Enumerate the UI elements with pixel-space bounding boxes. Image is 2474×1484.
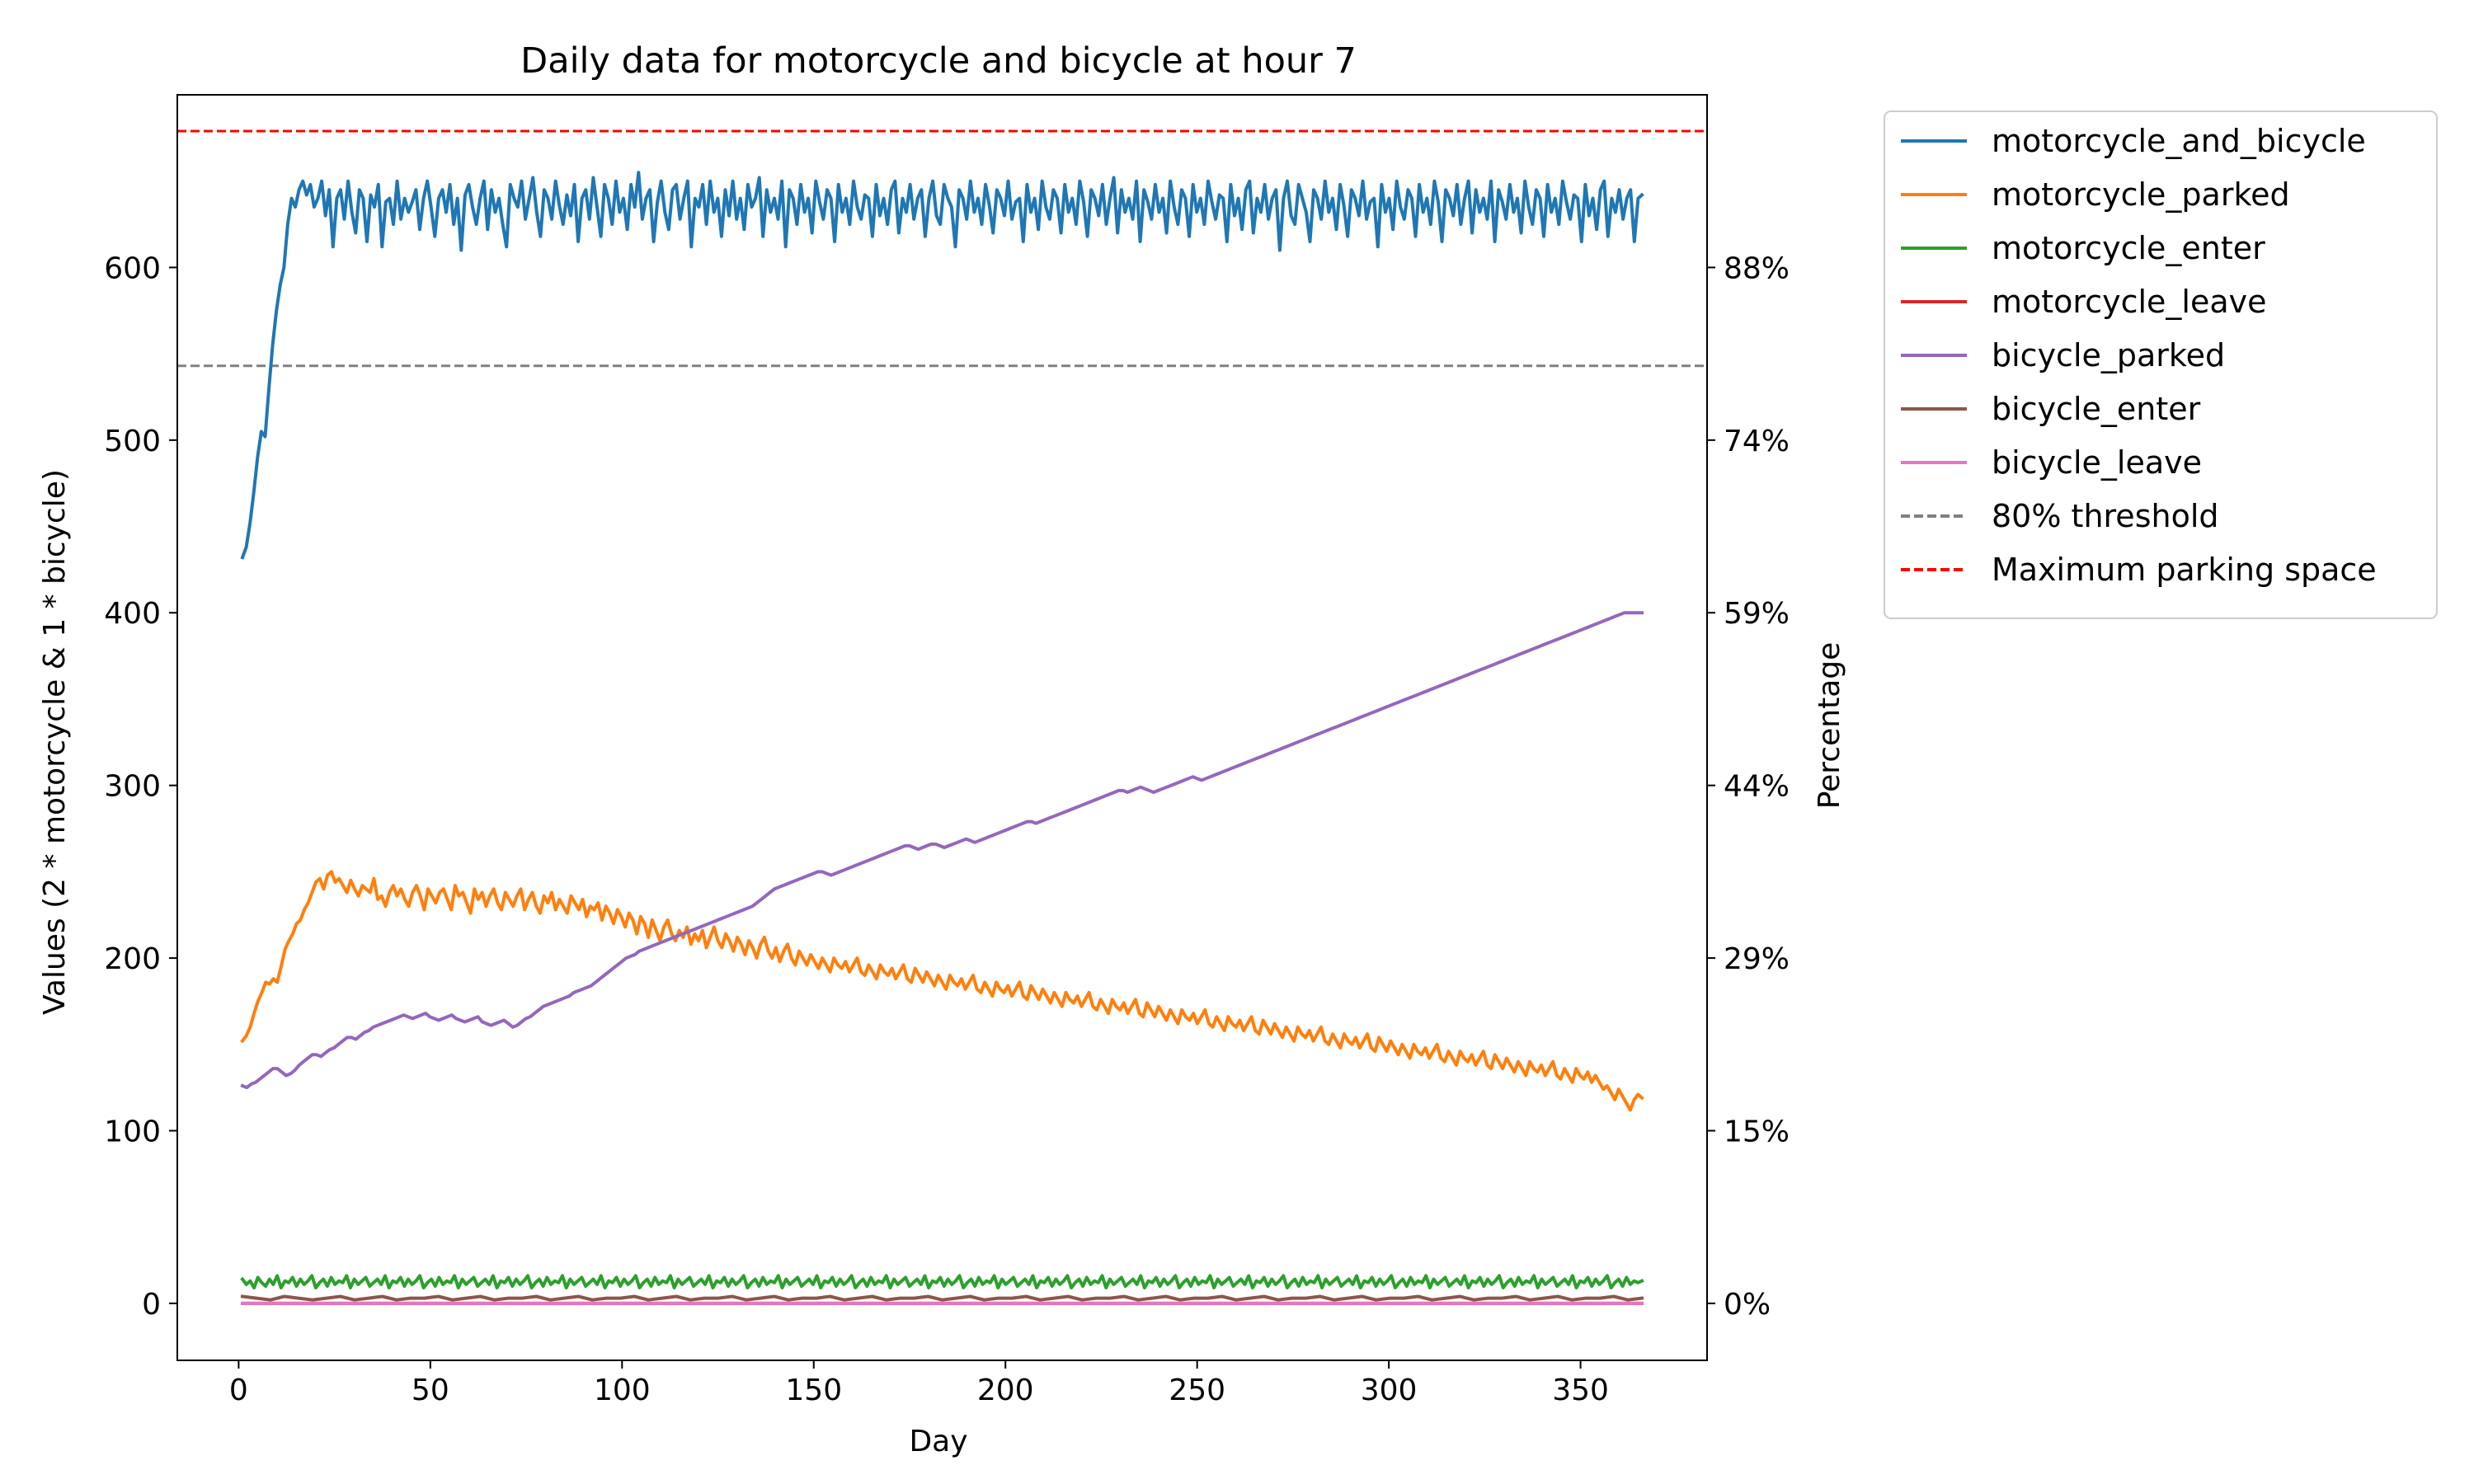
y-axis-title: Values (2 * motorcycle & 1 * bicycle) — [38, 469, 72, 1015]
y-tick-label: 200 — [104, 942, 161, 976]
plot-area: 0 50 100 150 200 250 300 350 0 100 200 300 400 500 600… — [104, 94, 1790, 1407]
y-tick-label: 400 — [104, 597, 161, 631]
y-tick-label: 0 — [142, 1288, 161, 1322]
legend-label-2: motorcycle_parked — [1992, 176, 2290, 213]
legend-label-7: bicycle_leave — [1992, 444, 2202, 481]
x-tick-label: 150 — [785, 1374, 842, 1407]
right-tick-label: 59% — [1724, 597, 1790, 631]
plot-frame — [176, 94, 1708, 1361]
x-tick-label: 100 — [594, 1374, 651, 1407]
legend-label-5: bicycle_parked — [1992, 337, 2225, 373]
series-line-bicycle-parked — [240, 611, 1644, 1090]
x-tick-label: 200 — [977, 1374, 1034, 1407]
y-tick-label: 300 — [104, 770, 161, 804]
right-tick-label: 44% — [1724, 770, 1790, 804]
right-tick-label: 0% — [1724, 1288, 1771, 1322]
y-tick-label: 500 — [104, 425, 161, 458]
y-tick-label: 600 — [104, 251, 161, 285]
right-tick-label: 74% — [1724, 425, 1790, 458]
y-tick-label: 100 — [104, 1115, 161, 1148]
legend-label-9: Maximum parking space — [1992, 552, 2377, 588]
series-line-motorcycle-and-bicycle — [240, 171, 1644, 560]
legend-label-1: motorcycle_and_bicycle — [1992, 123, 2366, 159]
legend: motorcycle_and_bicycle motorcycle_parkedm… — [1884, 110, 2438, 619]
right-tick-label: 88% — [1724, 251, 1790, 285]
right-tick-label: 15% — [1724, 1115, 1790, 1148]
x-tick-label: 0 — [229, 1374, 248, 1407]
x-axis-title: Day — [909, 1425, 967, 1458]
right-axis-title: Percentage — [1813, 642, 1846, 810]
legend-label-6: bicycle_enter — [1992, 391, 2201, 427]
x-tick-label: 350 — [1552, 1374, 1609, 1407]
legend-box — [1884, 110, 2438, 619]
chart-title: Daily data for motorcycle and bicycle at… — [520, 40, 1357, 82]
series-line-motorcycle-parked — [240, 870, 1644, 1112]
legend-label-3: motorcycle_enter — [1992, 230, 2265, 266]
x-tick-label: 250 — [1169, 1374, 1225, 1407]
legend-label-4: motorcycle_leave — [1992, 284, 2267, 320]
legend-label-8: 80% threshold — [1992, 498, 2219, 534]
series-line-bicycle-enter — [240, 1294, 1644, 1302]
x-tick-label: 50 — [412, 1374, 449, 1407]
right-tick-label: 29% — [1724, 942, 1790, 976]
series-line-motorcycle-enter — [240, 1274, 1644, 1289]
x-tick-label: 300 — [1361, 1374, 1418, 1407]
